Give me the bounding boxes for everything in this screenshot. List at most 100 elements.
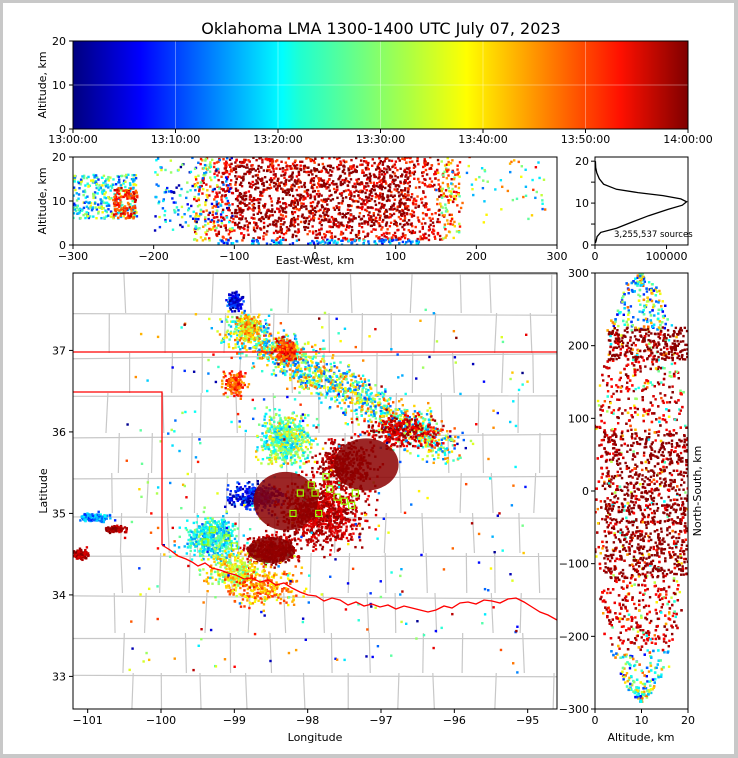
plan-source-point <box>341 398 344 402</box>
ew-source-point <box>174 210 177 213</box>
ew-source-point <box>323 213 326 217</box>
ew-source-point <box>315 239 319 243</box>
plan-source-point <box>339 375 343 378</box>
ew-source-point <box>244 158 247 162</box>
plan-source-point <box>295 366 299 369</box>
ew-source-point <box>402 211 406 215</box>
ew-source-point <box>219 213 223 216</box>
ew-source-point <box>246 166 249 169</box>
plan-source-point <box>351 384 354 387</box>
ew-source-point <box>441 181 445 185</box>
ew-source-point <box>351 238 355 241</box>
plan-source-point <box>327 369 330 373</box>
ew-source-point <box>388 225 392 228</box>
ew-source-point <box>225 238 228 241</box>
plan-source-point <box>298 351 302 354</box>
ew-source-point <box>252 167 255 171</box>
plan-source-point <box>457 436 460 439</box>
plan-source-point <box>269 355 273 358</box>
ew-source-point <box>251 164 254 167</box>
plan-source-point <box>285 333 288 337</box>
plan-source-point <box>445 447 449 450</box>
plan-source-point <box>329 387 332 390</box>
ew-source-point <box>130 178 134 181</box>
ew-source-point <box>242 178 245 181</box>
plan-source-point <box>378 401 381 404</box>
plan-source-point <box>373 400 377 403</box>
ew-source-point <box>402 194 405 198</box>
plan-source-point <box>259 343 262 347</box>
ew-source-point <box>287 165 290 168</box>
ew-source-point <box>337 224 341 227</box>
ew-source-point <box>198 227 201 230</box>
ew-source-point <box>317 183 321 186</box>
plan-source-point <box>295 355 299 358</box>
ew-source-point <box>451 170 454 174</box>
plan-source-point <box>218 333 222 336</box>
plan-source-point <box>350 378 353 382</box>
plan-source-point <box>276 433 280 436</box>
ew-source-point <box>89 215 92 218</box>
plan-source-point <box>283 450 286 453</box>
plan-source-point <box>272 416 276 419</box>
plan-source-point <box>417 454 420 458</box>
plan-source-point <box>433 428 436 431</box>
ew-source-point <box>97 212 100 215</box>
plan-source-point <box>334 380 337 383</box>
ew-source-point <box>276 237 279 240</box>
plan-source-point <box>281 372 285 375</box>
ew-source-point <box>404 205 407 208</box>
plan-source-point <box>363 378 367 381</box>
ew-source-point <box>250 242 254 245</box>
plan-source-point <box>379 409 383 413</box>
ew-source-point <box>282 236 285 240</box>
ew-source-point <box>411 240 414 243</box>
ew-source-point <box>227 206 231 210</box>
ew-source-point <box>208 170 212 173</box>
ew-source-point <box>353 195 356 198</box>
ew-source-point <box>256 212 259 215</box>
plan-source-point <box>229 335 233 338</box>
ew-source-point <box>349 178 353 181</box>
plan-source-point <box>415 422 418 426</box>
ew-source-point <box>243 224 246 227</box>
plan-source-point <box>443 449 447 452</box>
plan-source-point <box>421 458 424 461</box>
ew-source-point <box>251 208 254 211</box>
ew-source-point <box>155 195 158 199</box>
ew-source-point <box>394 178 397 182</box>
ew-source-point <box>332 217 335 220</box>
plan-source-point <box>280 368 283 371</box>
plan-source-point <box>285 443 289 447</box>
ew-source-point <box>349 209 352 212</box>
ew-source-point <box>394 174 397 178</box>
ew-source-point <box>208 194 211 197</box>
plan-source-point <box>265 429 269 433</box>
ew-source-point <box>347 226 350 229</box>
plan-source-point <box>354 388 357 391</box>
ew-source-point <box>228 163 231 167</box>
ew-source-point <box>359 159 363 162</box>
ew-source-point <box>254 169 257 172</box>
plan-source-point <box>292 358 295 361</box>
ew-xtick-label: −200 <box>139 250 169 263</box>
plan-source-point <box>225 336 229 339</box>
plan-source-point <box>293 454 296 457</box>
plan-source-point <box>357 381 361 384</box>
ew-source-point <box>230 242 233 245</box>
ew-source-point <box>385 216 389 219</box>
ew-source-point <box>248 185 252 188</box>
ew-source-point <box>372 212 376 215</box>
ew-source-point <box>406 177 409 181</box>
ew-source-point <box>134 177 138 180</box>
ew-source-point <box>197 174 200 177</box>
ew-source-point <box>299 220 303 224</box>
plan-source-point <box>264 447 267 451</box>
plan-source-point <box>438 449 442 452</box>
ew-source-point <box>256 181 259 184</box>
plan-source-point <box>404 436 407 440</box>
ew-source-point <box>366 176 370 179</box>
ew-source-point <box>222 158 225 161</box>
plan-source-point <box>256 357 260 360</box>
